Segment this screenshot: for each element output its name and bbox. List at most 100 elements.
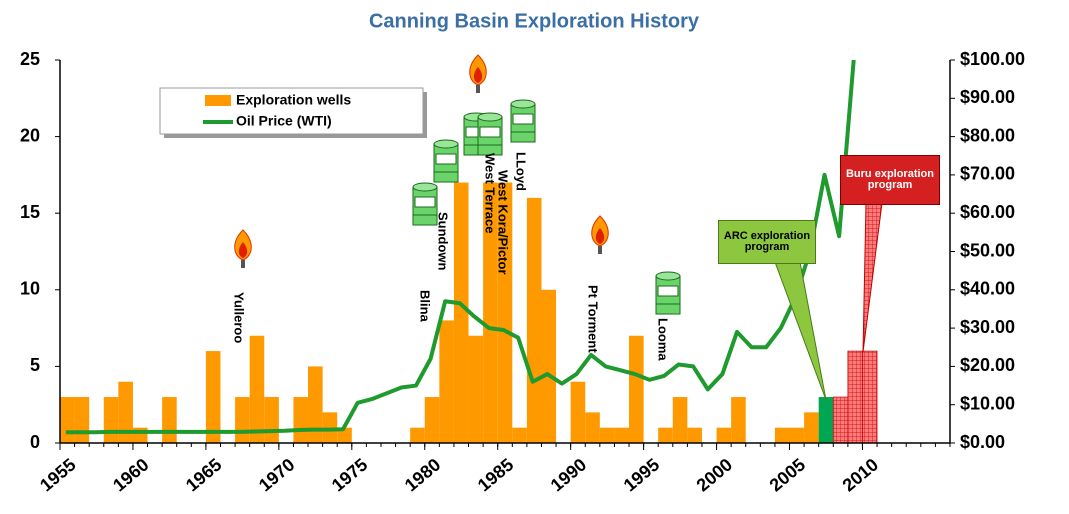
y2-tick-label: $40.00 [960, 279, 1015, 299]
x-tick-label: 1960 [109, 454, 153, 495]
bar [205, 351, 221, 443]
barrel-top [477, 112, 503, 122]
flame-stem [476, 85, 480, 93]
bar [74, 397, 90, 443]
flame-stem [241, 260, 245, 268]
callout-pointer [862, 202, 883, 353]
barrel-top [433, 139, 459, 149]
oil-barrel-icon [655, 271, 681, 315]
flame-core [238, 242, 248, 258]
x-tick-label: 1970 [255, 454, 299, 495]
x-tick-label: 1965 [182, 454, 226, 495]
bar [789, 427, 805, 443]
barrel-band [512, 113, 534, 125]
x-tick-label: 1975 [328, 454, 372, 495]
x-tick-label: 2005 [766, 454, 810, 495]
bar [526, 197, 542, 443]
barrel-band [479, 126, 501, 138]
flame-core [473, 67, 483, 83]
bar [483, 182, 498, 443]
oil-barrel-icon [477, 112, 503, 156]
bar [308, 366, 323, 443]
bar [716, 427, 732, 443]
y2-tick-label: $10.00 [960, 393, 1015, 413]
bar [162, 397, 177, 443]
legend-label: Oil Price (WTI) [236, 113, 332, 129]
bar [468, 335, 484, 443]
y-tick-label: 25 [20, 49, 40, 69]
well-label: LLoyd [514, 152, 529, 191]
y-tick-label: 0 [30, 432, 40, 452]
bar [774, 427, 790, 443]
oil-barrel-icon [433, 139, 459, 183]
y-tick-label: 5 [30, 355, 40, 375]
callout: Buru exploration program [840, 155, 940, 205]
x-tick-label: 2010 [839, 454, 883, 495]
barrel-top [510, 99, 536, 109]
bar [103, 397, 119, 443]
legend-box [159, 87, 424, 135]
y-tick-label: 10 [20, 279, 40, 299]
x-tick-label: 1995 [620, 454, 664, 495]
bar [264, 397, 279, 443]
bar [599, 427, 615, 443]
bar [439, 320, 454, 443]
x-tick-label: 1955 [36, 454, 80, 495]
bar [453, 182, 469, 443]
flame-icon [234, 229, 252, 268]
y2-tick-label: $20.00 [960, 355, 1015, 375]
bar [118, 381, 133, 443]
legend: Exploration wells Oil Price (WTI) [159, 87, 427, 138]
bar [60, 397, 75, 443]
x-tick-label: 1985 [474, 454, 518, 495]
y2-tick-label: $70.00 [960, 164, 1015, 184]
x-tick-label: 1990 [547, 454, 591, 495]
well-label: West Kora/Pictor [496, 170, 511, 275]
bar [585, 412, 600, 443]
y2-tick-label: $80.00 [960, 125, 1015, 145]
well-label: Yulleroo [232, 292, 247, 343]
bar [497, 182, 513, 443]
bar [570, 381, 586, 443]
bar [614, 427, 630, 443]
flame-stem [598, 246, 602, 254]
well-label: Pt Torment [586, 285, 601, 353]
bar [235, 397, 250, 443]
callout: ARC exploration program [718, 220, 816, 264]
y2-tick-label: $60.00 [960, 202, 1015, 222]
bar [293, 397, 309, 443]
oil-barrel-icon [412, 182, 438, 226]
barrel-top [412, 182, 438, 192]
barrel-band [657, 285, 679, 297]
barrel-top [655, 271, 681, 281]
flame-icon [591, 215, 609, 254]
legend-label: Exploration wells [236, 92, 351, 108]
flame-core [595, 228, 605, 244]
oil-price-line [65, 60, 856, 435]
bar [337, 427, 352, 443]
barrel-band [435, 153, 457, 165]
well-label: Sundown [436, 212, 451, 271]
y2-tick-label: $100.00 [960, 49, 1025, 69]
bar [804, 412, 819, 443]
well-label: Blina [418, 290, 433, 323]
y2-tick-label: $0.00 [960, 432, 1005, 452]
chart-title: Canning Basin Exploration History [369, 10, 700, 32]
bar [731, 397, 746, 443]
bar [672, 397, 688, 443]
y2-tick-label: $30.00 [960, 317, 1015, 337]
flame-icon [469, 54, 487, 93]
y-tick-label: 15 [20, 202, 40, 222]
y2-tick-label: $90.00 [960, 87, 1015, 107]
barrel-band [414, 196, 436, 208]
x-tick-label: 1980 [401, 454, 445, 495]
bar [862, 350, 878, 444]
bar [818, 397, 834, 443]
y-tick-label: 20 [20, 125, 40, 145]
well-label: Looma [656, 318, 671, 361]
bar [658, 427, 673, 443]
x-tick-label: 2000 [693, 454, 737, 495]
legend-swatch [205, 95, 231, 106]
